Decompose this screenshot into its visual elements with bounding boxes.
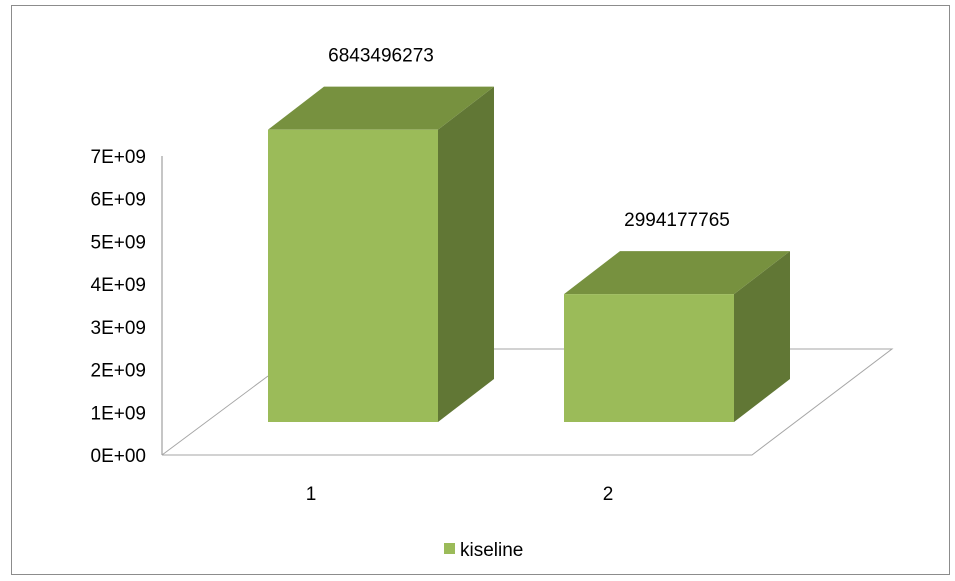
floor-front-left-edge — [161, 375, 269, 456]
y-tick-label: 6E+09 — [91, 190, 146, 211]
y-tick-label: 0E+00 — [91, 446, 146, 467]
y-tick-label: 4E+09 — [91, 275, 146, 296]
bar — [268, 86, 494, 423]
bar-front-face — [564, 294, 734, 422]
x-tick-label: 1 — [306, 484, 317, 505]
bar — [564, 251, 790, 422]
bar-side-face — [734, 251, 790, 422]
bar-top-face — [268, 86, 494, 130]
legend-label: kiseline — [460, 540, 523, 561]
y-tick-label: 2E+09 — [91, 361, 146, 382]
y-tick-label: 3E+09 — [91, 318, 146, 339]
y-tick-labels: 0E+00 1E+09 2E+09 3E+09 4E+09 5E+09 6E+09 7E+09 — [91, 147, 146, 467]
data-labels: 6843496273 2994177765 — [328, 46, 730, 231]
bars — [268, 86, 790, 423]
bar-side-face — [438, 86, 494, 423]
y-tick-label: 5E+09 — [91, 232, 146, 253]
bar-top-face — [564, 251, 790, 295]
bar-front-face — [268, 129, 438, 423]
data-label: 2994177765 — [624, 210, 730, 231]
y-tick-label: 1E+09 — [91, 403, 146, 424]
legend-swatch — [444, 543, 455, 554]
legend: kiseline — [444, 540, 523, 561]
x-tick-label: 2 — [603, 484, 614, 505]
data-label: 6843496273 — [328, 46, 434, 67]
y-tick-label: 7E+09 — [91, 147, 146, 168]
